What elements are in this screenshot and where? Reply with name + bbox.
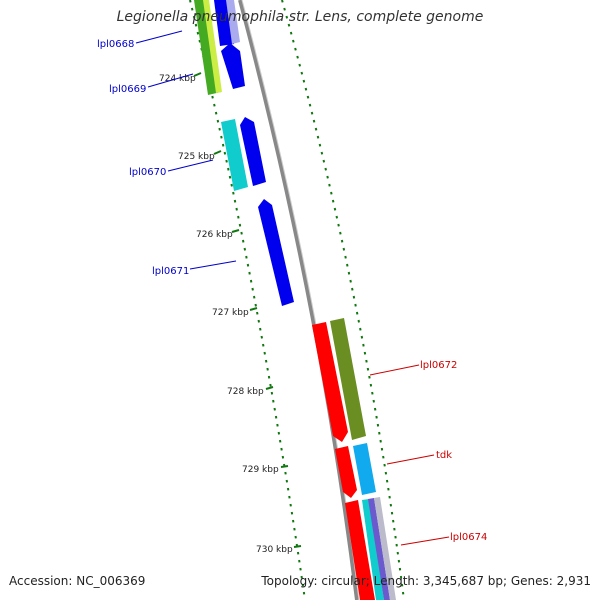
leader-line-lpl0674 [401,537,449,545]
track-dot [314,120,315,122]
track-dot [231,184,232,186]
scale-tick-mark [266,387,273,389]
track-dot [291,32,292,34]
gene-labels: lpl0668 lpl0669 lpl0670 lpl0671 lpl0672 … [97,39,487,543]
track-dot [304,80,305,82]
track-dot [331,192,332,194]
track-dot [325,168,326,170]
track-dot [223,144,224,146]
track-dot [295,48,296,50]
gene-label-lpl0670[interactable]: lpl0670 [129,167,166,178]
track-dot [198,32,199,34]
track-dot [318,136,319,138]
track-dot [282,0,283,2]
genome-summary-text: Topology: circular; Length: 3,345,687 bp… [261,574,591,588]
track-dot [322,152,323,154]
track-dot [308,96,309,98]
track-dot [225,152,226,154]
page-title: Legionella pneumophila str. Lens, comple… [0,9,600,25]
leader-line-lpl0672 [370,365,419,375]
track-dot [338,224,339,226]
scale-tick-label: 726 kbp [196,230,233,240]
gene-label-lpl0668[interactable]: lpl0668 [97,39,134,50]
track-dot [329,184,330,186]
gene-label-lpl0672[interactable]: lpl0672 [420,360,457,371]
leader-line-lpl0671 [190,261,236,269]
track-dot [299,64,300,66]
scale-tick-mark [214,151,221,154]
track-dot [228,168,229,170]
track-dot [306,88,307,90]
track-dot [212,96,213,98]
scale-tick-mark [250,308,257,310]
track-dot [335,208,336,210]
track-dot [233,192,234,194]
track-dot [320,144,321,146]
track-dot [214,104,215,106]
genome-backbone [240,0,357,600]
scale-tick-mark [232,230,239,232]
gene-label-lpl0669[interactable]: lpl0669 [109,84,146,95]
track-dot [327,176,328,178]
track-dot [342,240,343,242]
genome-backbone-highlight [242,0,359,600]
gene-lpl0669[interactable] [221,43,245,89]
track-dot [337,216,338,218]
track-dot [347,264,348,266]
track-dot [340,232,341,234]
track-dot [219,128,220,130]
track-dot [316,128,317,130]
leader-line-lpl0668 [136,31,182,43]
track-dot [349,272,350,274]
track-dot [312,112,313,114]
reverse-strand-genes [312,318,396,600]
track-dot [199,40,200,42]
gene-label-lpl0674[interactable]: lpl0674 [450,532,487,543]
scale-tick-label: 730 kbp [256,545,293,555]
track-dot [324,160,325,162]
track-dot [345,256,346,258]
gene-label-lpl0671[interactable]: lpl0671 [152,266,189,277]
cog-bar-tdk [353,443,376,495]
gene-label-tdk[interactable]: tdk [436,450,452,461]
gene-lpl0671[interactable] [258,199,294,306]
scale-tick-label: 727 kbp [212,308,249,318]
scale-tick-mark [281,466,288,467]
track-dot [226,160,227,162]
track-dot [301,72,302,74]
accession-text: Accession: NC_006369 [9,574,145,588]
track-dot [190,0,191,2]
track-dot [230,176,231,178]
scale-tick-label: 728 kbp [227,387,264,397]
scale-tick-label: 729 kbp [242,465,279,475]
track-dot [333,200,334,202]
track-dot [310,104,311,106]
track-dot [216,112,217,114]
track-dot [293,40,294,42]
leader-line-tdk [387,455,434,464]
scale-tick-mark [294,546,301,547]
gene-leaders [136,31,449,545]
track-dot [218,120,219,122]
track-dot [344,248,345,250]
track-dot [221,136,222,138]
track-dot [297,56,298,58]
